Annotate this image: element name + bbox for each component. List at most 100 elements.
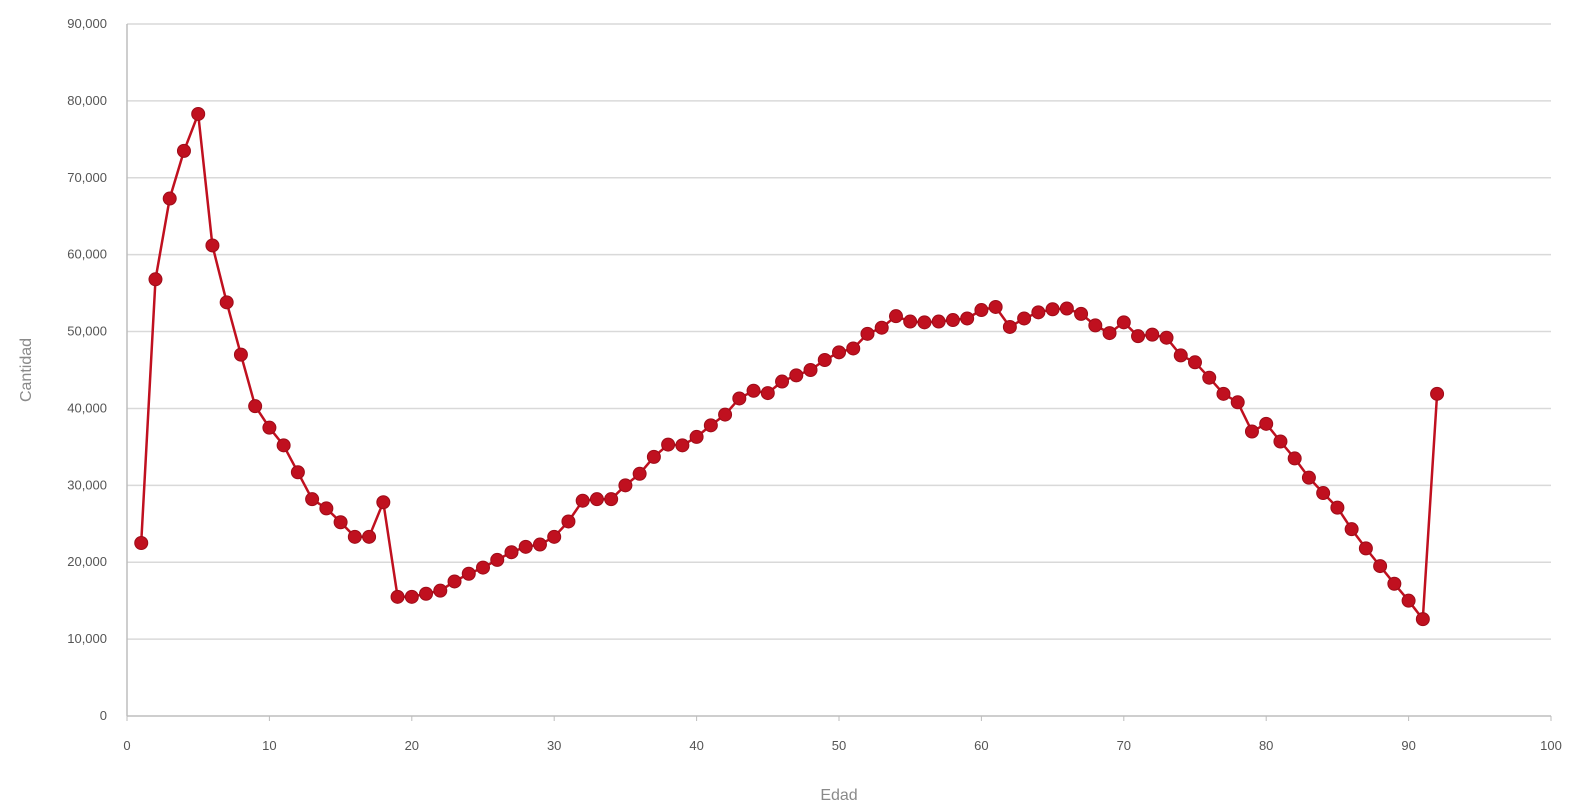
x-tick-label: 90 — [1401, 738, 1415, 753]
data-point — [675, 438, 690, 453]
data-point — [1188, 355, 1202, 370]
data-point — [1131, 329, 1146, 344]
data-point — [1430, 386, 1445, 401]
data-point — [589, 492, 604, 507]
data-point — [419, 586, 434, 601]
y-tick-label: 30,000 — [67, 477, 107, 492]
data-point — [689, 429, 704, 444]
y-tick-label: 90,000 — [67, 16, 107, 31]
data-point — [191, 106, 206, 121]
data-point — [632, 466, 647, 481]
data-point — [1316, 486, 1331, 501]
data-point — [1387, 576, 1402, 591]
data-point — [1045, 302, 1060, 317]
data-point — [1273, 434, 1288, 449]
data-point — [1287, 451, 1302, 466]
data-point — [305, 492, 320, 507]
data-point — [1074, 306, 1089, 321]
data-point — [1344, 522, 1359, 537]
data-point — [817, 353, 832, 368]
data-point — [518, 539, 533, 554]
data-point — [176, 143, 191, 158]
x-tick-label: 10 — [262, 738, 276, 753]
data-point — [1017, 311, 1032, 326]
data-point — [390, 589, 405, 604]
data-point — [319, 501, 334, 516]
data-point — [1031, 305, 1046, 320]
data-point — [604, 492, 619, 507]
data-point — [575, 493, 590, 508]
data-point — [205, 238, 220, 253]
x-axis-title: Edad — [820, 787, 857, 804]
data-point — [1116, 315, 1131, 330]
y-tick-label: 40,000 — [67, 400, 107, 415]
x-tick-label: 60 — [974, 738, 988, 753]
data-point — [732, 391, 747, 406]
series — [134, 106, 1445, 627]
x-tick-label: 0 — [123, 738, 130, 753]
data-point — [988, 299, 1003, 314]
data-point — [148, 272, 163, 287]
data-point — [219, 295, 234, 310]
data-point — [618, 478, 633, 493]
data-point — [276, 438, 291, 453]
data-point — [860, 326, 875, 341]
data-point — [376, 495, 391, 510]
data-point — [931, 314, 946, 329]
data-point — [903, 314, 918, 329]
axes — [126, 24, 1552, 721]
data-point — [134, 536, 149, 550]
gridlines — [127, 23, 1551, 640]
data-point — [1415, 612, 1430, 627]
data-point — [447, 574, 462, 589]
data-point — [1202, 370, 1217, 385]
data-point — [248, 399, 263, 414]
data-point — [362, 529, 377, 544]
data-point — [832, 345, 846, 360]
data-point — [1244, 424, 1259, 439]
data-point — [917, 315, 932, 330]
data-point — [461, 566, 476, 581]
data-point — [404, 589, 419, 604]
data-point — [846, 341, 861, 356]
y-tick-label: 10,000 — [67, 631, 107, 646]
data-point — [1173, 348, 1188, 363]
data-point — [262, 420, 277, 435]
y-tick-label: 20,000 — [67, 554, 107, 569]
data-point — [490, 552, 505, 567]
data-point — [162, 191, 177, 206]
series-line — [139, 112, 1439, 621]
y-tick-label: 80,000 — [67, 93, 107, 108]
x-tick-labels: 0 10 20 30 40 50 60 70 80 90 100 — [123, 738, 1561, 753]
data-point — [888, 309, 903, 324]
data-point — [661, 437, 676, 452]
x-tick-label: 50 — [832, 738, 846, 753]
data-point — [1230, 395, 1245, 410]
data-point — [1102, 326, 1117, 341]
data-point — [547, 529, 562, 544]
data-point — [532, 537, 547, 552]
x-tick-label: 100 — [1540, 738, 1562, 753]
data-point — [1330, 500, 1345, 515]
data-point — [974, 303, 989, 318]
y-axis-title: Cantidad — [18, 338, 35, 402]
data-point — [803, 363, 818, 377]
data-point — [1301, 470, 1316, 485]
x-tick-label: 80 — [1259, 738, 1273, 753]
data-point — [1373, 559, 1388, 574]
data-point — [718, 407, 733, 422]
data-point — [1002, 319, 1017, 334]
data-point — [561, 514, 576, 529]
data-point — [233, 347, 248, 362]
x-tick-label: 70 — [1117, 738, 1131, 753]
data-point — [1401, 593, 1416, 608]
data-point — [775, 374, 790, 389]
data-point — [1088, 318, 1103, 333]
x-tick-label: 30 — [547, 738, 561, 753]
x-tick-label: 40 — [689, 738, 703, 753]
data-point — [1259, 416, 1274, 431]
data-point — [945, 313, 960, 328]
data-point — [333, 515, 348, 530]
